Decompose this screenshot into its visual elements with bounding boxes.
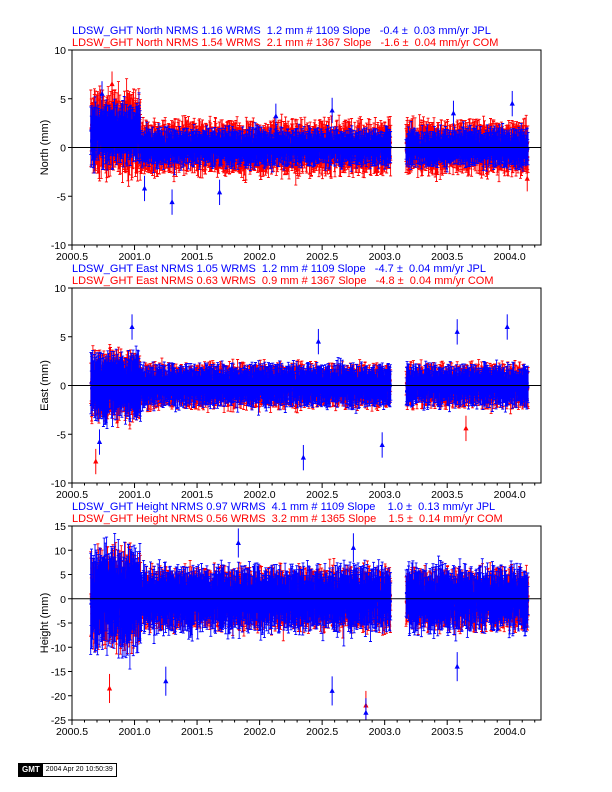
- outlier-point: [315, 338, 321, 344]
- y-tick-label: 5: [60, 332, 66, 344]
- outlier-point: [350, 544, 356, 550]
- series-jpl: [89, 532, 530, 670]
- x-tick-label: 2003.5: [431, 489, 463, 501]
- y-tick-label: -10: [51, 478, 66, 490]
- y-tick-label: -20: [51, 691, 66, 703]
- x-tick-label: 2000.5: [56, 726, 88, 738]
- y-tick-label: 0: [60, 381, 66, 393]
- x-tick-label: 2003.0: [369, 251, 401, 263]
- x-tick-label: 2001.5: [181, 726, 213, 738]
- outlier-point: [93, 458, 99, 464]
- outlier-point: [363, 709, 369, 715]
- outlier-point: [163, 678, 169, 684]
- x-tick-label: 2003.0: [369, 489, 401, 501]
- x-tick-label: 2004.0: [494, 251, 526, 263]
- outlier-point: [129, 324, 135, 329]
- x-tick-label: 2000.5: [56, 251, 88, 263]
- x-tick-label: 2000.5: [56, 489, 88, 501]
- x-tick-label: 2001.5: [181, 251, 213, 263]
- header-jpl: LDSW_GHT East NRMS 1.05 WRMS 1.2 mm # 11…: [72, 263, 486, 275]
- y-tick-label: 5: [60, 94, 66, 106]
- header-jpl: LDSW_GHT North NRMS 1.16 WRMS 1.2 mm # 1…: [72, 25, 491, 37]
- panel-north: LDSW_GHT North NRMS 1.16 WRMS 1.2 mm # 1…: [39, 25, 542, 263]
- gmt-timestamp-stamp: GMT 2004 Apr 20 10:50:39: [18, 763, 117, 777]
- series-jpl: [89, 345, 530, 430]
- outlier-point: [96, 439, 103, 445]
- data-east: [89, 314, 530, 475]
- header-jpl: LDSW_GHT Height NRMS 0.97 WRMS 4.1 mm # …: [72, 501, 495, 513]
- y-axis-label: North (mm): [39, 120, 51, 176]
- x-tick-label: 2002.5: [306, 726, 338, 738]
- outlier-point: [235, 539, 241, 545]
- header-com: LDSW_GHT East NRMS 0.63 WRMS 0.9 mm # 13…: [72, 275, 494, 287]
- y-tick-label: -5: [57, 429, 66, 441]
- outlier-point: [216, 189, 223, 195]
- outlier-point: [273, 113, 279, 119]
- x-tick-label: 2002.0: [244, 489, 276, 501]
- x-tick-label: 2003.0: [369, 726, 401, 738]
- outlier-point: [99, 90, 105, 96]
- x-tick-label: 2001.5: [181, 489, 213, 501]
- outlier-point: [329, 107, 335, 113]
- y-tick-label: 10: [54, 45, 66, 57]
- outlier-point: [504, 324, 510, 329]
- x-tick-label: 2004.0: [494, 726, 526, 738]
- y-tick-label: -10: [51, 240, 66, 252]
- outlier-point: [509, 100, 515, 106]
- x-tick-label: 2003.5: [431, 726, 463, 738]
- outlier-point: [109, 81, 115, 87]
- points-jpl: [89, 573, 530, 620]
- y-tick-label: 15: [54, 521, 66, 533]
- outlier-point: [524, 175, 530, 181]
- x-tick-label: 2002.5: [306, 489, 338, 501]
- x-tick-label: 2001.0: [118, 726, 150, 738]
- y-tick-label: -5: [57, 191, 66, 203]
- y-tick-label: 10: [54, 283, 66, 295]
- x-tick-label: 2001.0: [118, 489, 150, 501]
- x-tick-label: 2002.0: [244, 251, 276, 263]
- y-tick-label: -10: [51, 642, 66, 654]
- y-tick-label: 0: [60, 594, 66, 606]
- x-tick-label: 2001.0: [118, 251, 150, 263]
- x-tick-label: 2002.5: [306, 251, 338, 263]
- y-tick-label: 5: [60, 570, 66, 582]
- x-tick-label: 2004.0: [494, 489, 526, 501]
- outlier-point: [454, 663, 460, 669]
- outlier-point: [463, 425, 469, 431]
- y-tick-label: 10: [54, 545, 66, 557]
- x-tick-label: 2003.5: [431, 251, 463, 263]
- outlier-point: [106, 685, 113, 691]
- outlier-point: [141, 185, 148, 191]
- y-axis-label: Height (mm): [39, 593, 51, 654]
- data-north: [89, 71, 530, 215]
- y-axis-label: East (mm): [39, 360, 51, 411]
- data-height: [89, 528, 530, 720]
- outlier-point: [329, 687, 335, 693]
- y-tick-label: -5: [57, 618, 66, 630]
- outlier-point: [454, 328, 460, 334]
- plot-timestamp: 2004 Apr 20 10:50:39: [42, 764, 116, 776]
- header-com: LDSW_GHT North NRMS 1.54 WRMS 2.1 mm # 1…: [72, 37, 498, 49]
- panel-height: LDSW_GHT Height NRMS 0.97 WRMS 4.1 mm # …: [39, 501, 542, 738]
- y-tick-label: 0: [60, 143, 66, 155]
- y-tick-label: -25: [51, 715, 66, 727]
- outlier-point: [300, 454, 306, 460]
- outlier-point: [450, 110, 457, 116]
- x-tick-label: 2002.0: [244, 726, 276, 738]
- header-com: LDSW_GHT Height NRMS 0.56 WRMS 3.2 mm # …: [72, 513, 503, 525]
- outlier-point: [169, 199, 175, 205]
- panel-east: LDSW_GHT East NRMS 1.05 WRMS 1.2 mm # 11…: [39, 263, 542, 501]
- outlier-point: [379, 441, 385, 447]
- gmt-logo: GMT: [19, 764, 43, 776]
- y-tick-label: -15: [51, 667, 66, 679]
